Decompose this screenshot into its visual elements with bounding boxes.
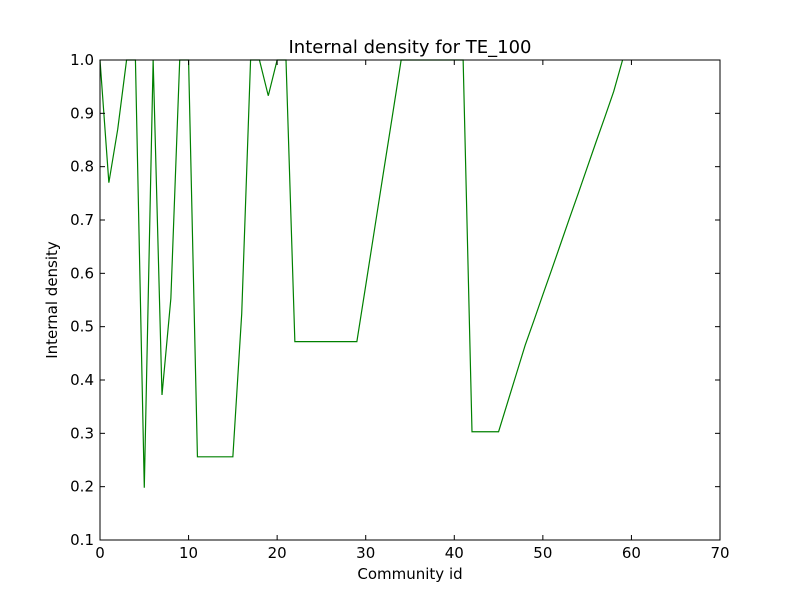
plot-area: [100, 60, 720, 540]
y-tick-label: 0.5: [70, 318, 94, 336]
plot-frame: [99, 59, 721, 541]
x-tick-label: 30: [356, 544, 375, 562]
x-tick-label: 40: [445, 544, 464, 562]
x-tick-label: 20: [268, 544, 287, 562]
y-tick-label: 0.2: [70, 478, 94, 496]
x-tick-label: 10: [179, 544, 198, 562]
y-tick-label: 0.7: [70, 211, 94, 229]
y-tick-label: 1.0: [70, 51, 94, 69]
y-tick-label: 0.3: [70, 424, 94, 442]
y-tick-label: 0.8: [70, 158, 94, 176]
chart-title: Internal density for TE_100: [288, 37, 531, 58]
y-axis-label: Internal density: [43, 241, 61, 359]
x-tick-label: 60: [622, 544, 641, 562]
x-tick-label: 50: [533, 544, 552, 562]
x-axis-label: Community id: [357, 565, 462, 583]
y-tick-label: 0.6: [70, 264, 94, 282]
x-tick-label: 70: [710, 544, 729, 562]
tick-layer: 0 10 20 30 40 50 60 70 0.1 0.2 0.3 0.4 0.5 0.6 0.7 0.8 0…: [70, 51, 729, 562]
y-tick-label: 0.9: [70, 104, 94, 122]
y-tick-label: 0.4: [70, 371, 94, 389]
x-tick-label: 0: [95, 544, 105, 562]
y-tick-label: 0.1: [70, 531, 94, 549]
